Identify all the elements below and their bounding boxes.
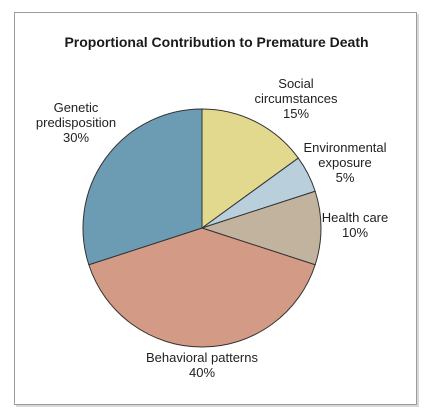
slice-label-social-circumstances: Social circumstances 15% [254, 76, 338, 121]
pie-slice-genetic-predisposition [82, 108, 203, 266]
slice-name-label: circumstances [254, 91, 338, 106]
slice-name-label: Behavioral patterns [146, 350, 259, 365]
slice-name-label: Social [278, 76, 314, 91]
slice-value-label: 40% [189, 365, 215, 380]
chart-title: Proportional Contribution to Premature D… [64, 34, 369, 50]
slice-value-label: 5% [336, 170, 355, 185]
slice-name-label: Health care [322, 210, 388, 225]
slice-value-label: 15% [283, 106, 309, 121]
pie-slice-health-care [200, 190, 322, 266]
slice-label-environmental-exposure: Environmental exposure 5% [303, 140, 386, 185]
slice-value-label: 30% [63, 130, 89, 145]
slice-name-label: exposure [318, 155, 371, 170]
slice-name-label: Environmental [303, 140, 386, 155]
slice-value-label: 10% [342, 225, 368, 240]
pie-slice-behavioral-patterns [88, 227, 316, 348]
slice-label-genetic-predisposition: Genetic predisposition 30% [36, 100, 116, 145]
slice-label-behavioral-patterns: Behavioral patterns 40% [146, 350, 259, 380]
slice-label-health-care: Health care 10% [322, 210, 388, 240]
slice-name-label: predisposition [36, 115, 116, 130]
slice-name-label: Genetic [54, 100, 99, 115]
pie-slice-social-circumstances [201, 108, 299, 229]
